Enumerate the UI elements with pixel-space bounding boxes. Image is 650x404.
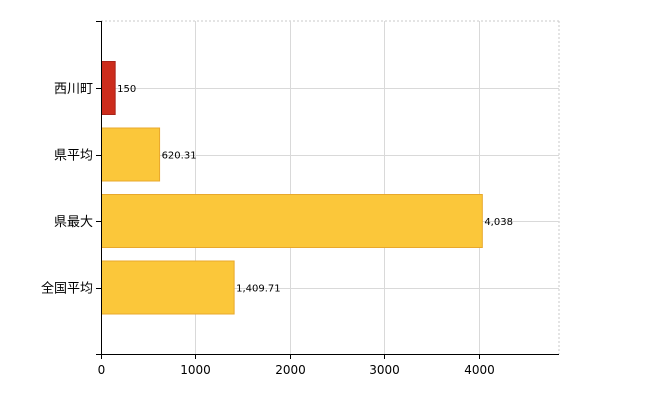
value-label-2: 4,038 bbox=[484, 217, 513, 228]
value-label-3: 1,409.71 bbox=[236, 284, 281, 295]
bar-layer bbox=[101, 61, 483, 315]
bar-2 bbox=[101, 194, 483, 248]
x-tick-label-0: 0 bbox=[98, 363, 106, 377]
axis-layer bbox=[96, 21, 559, 359]
value-label-1: 620.31 bbox=[162, 151, 197, 162]
x-tick-label-1000: 1000 bbox=[180, 363, 211, 377]
category-label-3: 全国平均 bbox=[41, 281, 93, 297]
bar-3 bbox=[101, 260, 235, 315]
x-tick-label-2000: 2000 bbox=[275, 363, 306, 377]
category-label-1: 県平均 bbox=[54, 149, 93, 164]
category-label-0: 西川町 bbox=[54, 82, 93, 97]
x-tick-label-4000: 4000 bbox=[464, 363, 495, 377]
bar-0 bbox=[101, 61, 116, 115]
bar-1 bbox=[101, 127, 161, 182]
category-label-2: 県最大 bbox=[54, 215, 93, 230]
x-tick-label-3000: 3000 bbox=[369, 363, 400, 377]
value-label-0: 150 bbox=[117, 84, 136, 95]
